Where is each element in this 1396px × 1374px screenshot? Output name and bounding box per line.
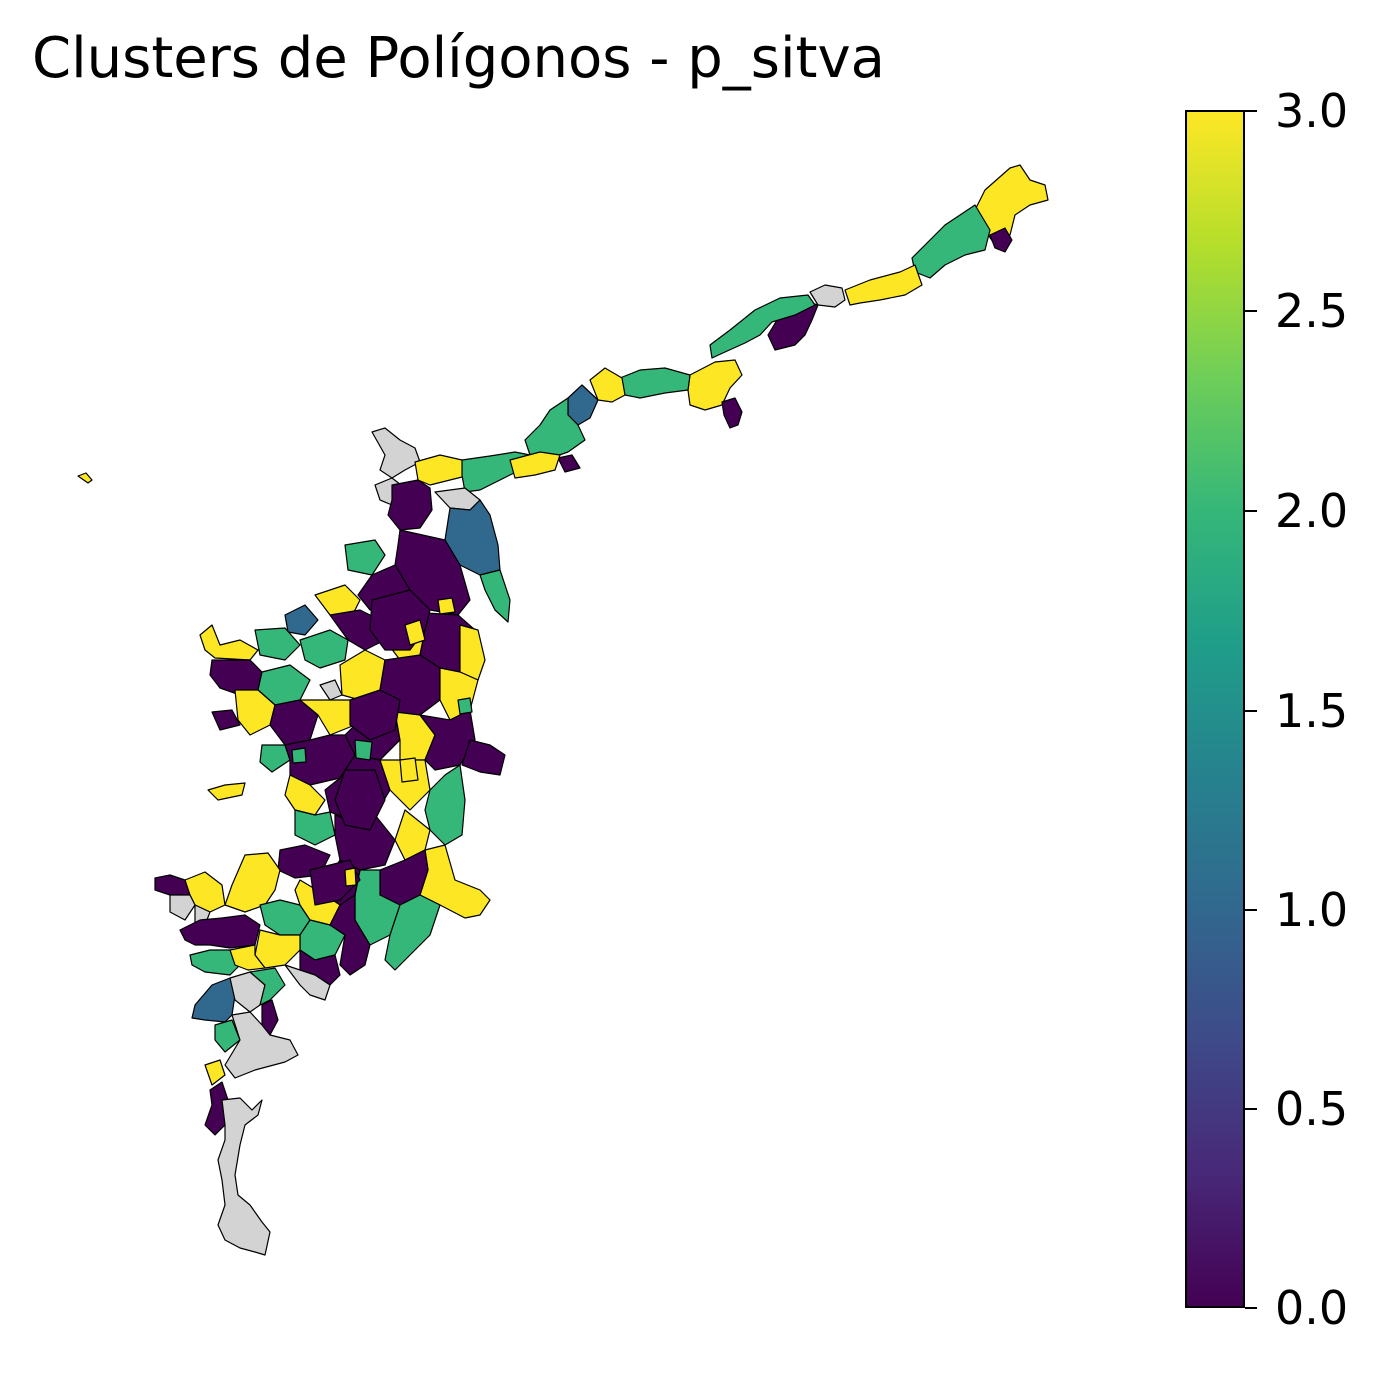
map-title: Clusters de Polígonos - p_sitva — [32, 26, 885, 91]
polygon — [911, 204, 991, 279]
polygon — [354, 739, 373, 761]
polygon — [214, 1019, 241, 1053]
polygon — [299, 629, 349, 669]
polygon — [169, 894, 196, 921]
polygon — [261, 999, 279, 1036]
polygon — [254, 929, 301, 969]
polygon — [254, 627, 301, 661]
polygon — [989, 227, 1013, 253]
colorbar-tick-label: 3.0 — [1275, 84, 1349, 138]
polygon — [224, 1011, 299, 1079]
polygon — [524, 397, 586, 461]
polygon — [404, 619, 426, 646]
polygon — [334, 769, 386, 831]
polygon — [424, 764, 466, 846]
polygon — [399, 757, 419, 783]
polygon — [387, 479, 433, 531]
polygon — [294, 809, 336, 846]
polygon — [384, 894, 441, 971]
colorbar-tick — [1245, 510, 1257, 512]
colorbar-tick-label: 2.0 — [1275, 484, 1349, 538]
polygon — [371, 427, 421, 479]
polygon — [77, 472, 93, 484]
polygon — [459, 624, 486, 681]
polygon — [509, 451, 561, 479]
polygon — [229, 944, 266, 971]
polygon — [179, 914, 261, 949]
polygon — [189, 949, 241, 976]
colorbar-tick-label: 1.0 — [1275, 883, 1349, 937]
polygon — [344, 539, 386, 576]
colorbar-tick — [1245, 1307, 1257, 1309]
polygon — [461, 739, 506, 776]
colorbar-tick — [1245, 710, 1257, 712]
colorbar-tick — [1245, 1108, 1257, 1110]
polygon — [319, 679, 343, 701]
polygon — [204, 1059, 226, 1086]
polygon — [204, 1081, 229, 1136]
polygon — [199, 624, 259, 661]
polygon-layer — [77, 164, 1049, 1256]
polygon — [217, 1097, 271, 1256]
colorbar-tick — [1245, 110, 1257, 112]
polygon — [154, 874, 191, 896]
polygon — [437, 597, 456, 615]
polygon — [721, 397, 743, 429]
polygon — [619, 367, 691, 399]
colorbar-tick-label: 0.5 — [1275, 1082, 1349, 1136]
polygon — [259, 744, 291, 773]
polygon — [191, 977, 236, 1023]
polygon — [207, 782, 246, 801]
polygon — [284, 604, 319, 636]
polygon — [344, 867, 357, 887]
polygon — [284, 964, 331, 1001]
polygon — [479, 569, 511, 623]
polygon — [249, 967, 286, 1006]
colorbar — [1185, 110, 1245, 1308]
polygon — [291, 747, 307, 764]
colorbar-tick — [1245, 310, 1257, 312]
colorbar-tick-label: 2.5 — [1275, 284, 1349, 338]
colorbar-tick-label: 0.0 — [1275, 1281, 1349, 1335]
colorbar-tick — [1245, 909, 1257, 911]
polygon — [557, 454, 581, 473]
polygon — [844, 264, 923, 306]
polygon — [349, 689, 401, 741]
polygon — [709, 294, 816, 359]
polygon — [329, 894, 371, 976]
polygon — [211, 709, 241, 731]
polygon — [314, 584, 361, 621]
polygon — [457, 697, 473, 715]
colorbar-tick-label: 1.5 — [1275, 684, 1349, 738]
polygon — [687, 359, 743, 411]
